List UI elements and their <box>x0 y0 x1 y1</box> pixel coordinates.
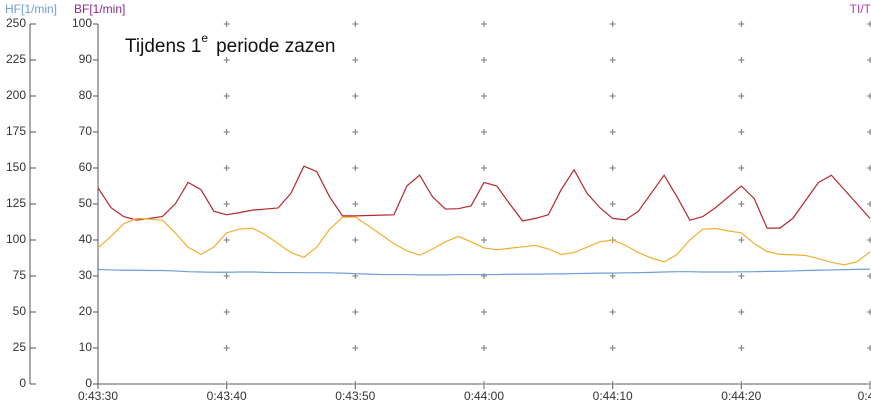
y2-tick-label: 125 <box>6 196 26 210</box>
y-tick-label: 0 <box>85 376 92 390</box>
x-tick-label: 0:44:20 <box>721 389 761 403</box>
annotation-part: Tijdens 1 <box>125 36 201 57</box>
y-tick-label: 30 <box>79 268 93 282</box>
series-line <box>97 216 871 266</box>
y2-tick-label: 75 <box>13 268 27 282</box>
y2-tick-label: 175 <box>6 124 26 138</box>
x-tick-label: 0:44:00 <box>464 389 504 403</box>
y2-tick-label: 0 <box>19 376 26 390</box>
x-tick-label: 0:4 <box>858 389 871 403</box>
y-tick-label: 90 <box>79 52 93 66</box>
y2-tick-label: 250 <box>6 16 26 30</box>
y-tick-label: 70 <box>79 124 93 138</box>
y2-tick-label: 50 <box>13 304 27 318</box>
y-tick-label: 50 <box>79 196 93 210</box>
y-tick-label: 20 <box>79 304 93 318</box>
y-tick-label: 60 <box>79 160 93 174</box>
y-tick-label: 100 <box>72 16 92 30</box>
x-tick-label: 0:43:40 <box>207 389 247 403</box>
x-tick-label: 0:43:30 <box>78 389 118 403</box>
bf-axis-label: BF[1/min] <box>74 2 125 16</box>
series-line <box>97 165 871 229</box>
y2-tick-label: 200 <box>6 88 26 102</box>
annotation-part: periode zazen <box>216 36 335 57</box>
y2-tick-label: 225 <box>6 52 26 66</box>
y2-tick-label: 150 <box>6 160 26 174</box>
hf-axis-label: HF[1/min] <box>5 2 57 16</box>
ti-axis-label: TI/T <box>850 2 871 16</box>
y-tick-label: 40 <box>79 232 93 246</box>
y2-tick-label: 100 <box>6 232 26 246</box>
annotation-sup: e <box>201 31 208 45</box>
annotation: Tijdens 1e periode zazen <box>125 31 335 57</box>
x-tick-label: 0:44:10 <box>593 389 633 403</box>
y-tick-label: 10 <box>79 340 93 354</box>
x-tick-label: 0:43:50 <box>335 389 375 403</box>
y-tick-label: 80 <box>79 88 93 102</box>
y2-tick-label: 25 <box>13 340 27 354</box>
series-line <box>97 268 871 276</box>
